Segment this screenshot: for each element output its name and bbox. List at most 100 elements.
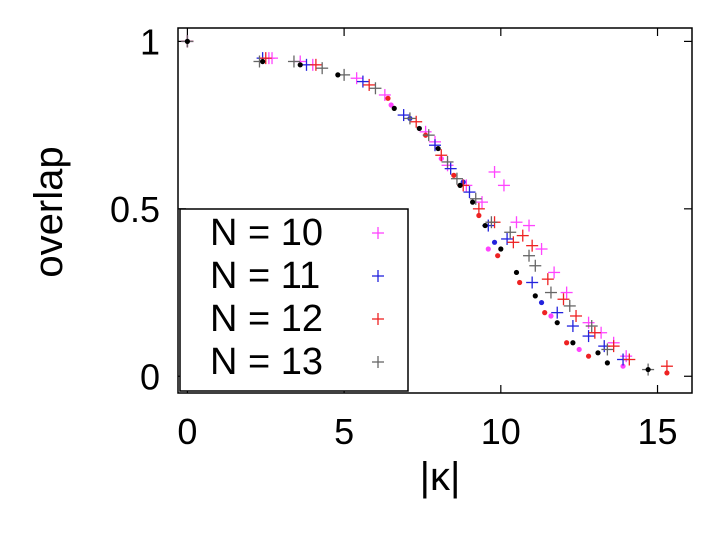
point-dot-n11-3 <box>538 299 545 306</box>
point-cross-n10-5 <box>350 72 363 85</box>
point-cross-n13-8 <box>441 155 454 168</box>
point-dot-n13-2 <box>297 62 303 68</box>
point-cross-n10-22 <box>620 350 633 363</box>
point-cross-n10-6 <box>378 88 391 101</box>
point-cross-n12-4 <box>410 115 423 128</box>
point-cross-n12-13 <box>557 293 570 306</box>
legend-marker-n10 <box>372 227 384 239</box>
point-cross-n12-3 <box>363 78 376 91</box>
point-cross-n13-16 <box>563 299 576 312</box>
point-cross-n12-16 <box>607 340 620 353</box>
point-cross-n13-13 <box>523 249 536 262</box>
point-cross-n11-7 <box>463 186 476 199</box>
point-cross-n10-13 <box>497 179 510 192</box>
point-dot-n10-4 <box>576 346 582 353</box>
x-tick-label-0: 0 <box>177 411 197 452</box>
x-axis-label: |κ| <box>420 455 461 499</box>
plot-frame <box>177 27 693 394</box>
point-cross-n13-7 <box>422 129 435 142</box>
y-axis-label: overlap <box>27 146 71 277</box>
point-dot-n13-17 <box>645 366 651 373</box>
point-cross-n12-7 <box>472 202 485 215</box>
legend-box <box>179 208 409 392</box>
point-dot-n13-9 <box>482 222 488 229</box>
point-dot-n13-3 <box>335 72 341 78</box>
point-cross-n12-2 <box>309 58 322 71</box>
legend: N = 10 N = 11 N = 12 N = 13 <box>179 208 409 392</box>
point-dot-n12-7 <box>564 340 570 346</box>
point-cross-n13-14 <box>529 259 542 272</box>
point-cross-n12-5 <box>435 149 448 162</box>
point-dot-n11-2 <box>491 239 498 245</box>
point-dot-n12-5 <box>517 279 523 286</box>
legend-label-n12: N = 12 <box>210 298 323 340</box>
x-tick-label-3: 15 <box>638 411 678 452</box>
legend-label-n10: N = 10 <box>210 212 323 254</box>
point-cross-n13-10 <box>469 192 482 205</box>
point-dot-n13-15 <box>595 350 601 356</box>
point-cross-n12-14 <box>570 309 583 322</box>
point-cross-n11-13 <box>582 330 595 343</box>
point-cross-n13-3 <box>316 62 329 75</box>
point-dot-n13-1 <box>260 58 266 65</box>
point-cross-n12-9 <box>507 236 520 249</box>
point-dot-n13-4 <box>391 105 397 111</box>
point-dot-n13-5 <box>416 125 422 132</box>
point-cross-n12-18 <box>660 360 673 373</box>
point-cross-n13-12 <box>504 226 517 239</box>
point-cross-n10-15 <box>523 219 536 232</box>
point-cross-n12-10 <box>516 229 529 242</box>
point-cross-n10-18 <box>560 286 573 299</box>
point-cross-n10-14 <box>510 216 523 229</box>
point-dot-n12-2 <box>451 172 457 178</box>
point-dot-n12-6 <box>542 310 548 316</box>
point-dot-n12-0 <box>385 95 391 101</box>
point-dot-n13-13 <box>554 320 560 326</box>
point-cross-n11-5 <box>429 139 441 152</box>
point-dot-n13-7 <box>457 182 463 188</box>
point-cross-n13-6 <box>403 112 416 125</box>
point-cross-n11-10 <box>526 276 539 289</box>
x-axis-ticks: 0 5 10 15 <box>177 28 678 452</box>
point-cross-n11-9 <box>501 232 514 245</box>
point-dot-n10-3 <box>548 313 554 319</box>
point-dot-n10-2 <box>485 246 491 252</box>
point-cross-n10-11 <box>476 196 489 209</box>
point-cross-n12-1 <box>259 52 272 65</box>
point-cross-n12-17 <box>623 353 636 366</box>
point-cross-n13-11 <box>485 216 498 229</box>
point-dot-n10-0 <box>388 102 394 108</box>
point-cross-n13-15 <box>544 286 557 299</box>
data-points <box>181 35 673 376</box>
point-dot-n12-8 <box>585 353 592 359</box>
point-cross-n10-16 <box>535 243 548 256</box>
point-cross-n11-3 <box>356 75 369 88</box>
point-cross-n11-4 <box>397 109 410 122</box>
y-tick-label-1: 0.5 <box>110 189 160 230</box>
point-dot-n13-10 <box>498 246 504 252</box>
point-dot-n13-14 <box>570 340 576 346</box>
point-dot-n13-6 <box>435 145 441 152</box>
point-cross-n11-11 <box>551 306 564 319</box>
point-dot-n13-8 <box>470 199 476 205</box>
x-tick-label-2: 10 <box>481 411 521 452</box>
point-dot-n12-9 <box>664 370 670 376</box>
point-cross-n13-2 <box>287 55 300 68</box>
point-dot-n10-5 <box>620 363 626 369</box>
point-cross-n10-17 <box>548 266 561 279</box>
point-cross-n11-12 <box>566 320 579 333</box>
x-tick-label-1: 5 <box>334 411 354 452</box>
point-cross-n13-18 <box>601 343 614 356</box>
point-cross-n12-12 <box>541 273 554 286</box>
point-dot-n12-4 <box>495 253 501 259</box>
legend-markers <box>372 227 384 368</box>
point-cross-n13-9 <box>450 172 463 185</box>
legend-marker-n11 <box>372 270 384 282</box>
point-cross-n10-12 <box>488 165 501 178</box>
legend-label-n11: N = 11 <box>210 255 320 297</box>
legend-marker-n13 <box>372 356 384 368</box>
y-tick-label-2: 1 <box>140 21 160 62</box>
point-dot-n13-0 <box>184 38 191 44</box>
point-cross-n12-11 <box>526 239 539 252</box>
